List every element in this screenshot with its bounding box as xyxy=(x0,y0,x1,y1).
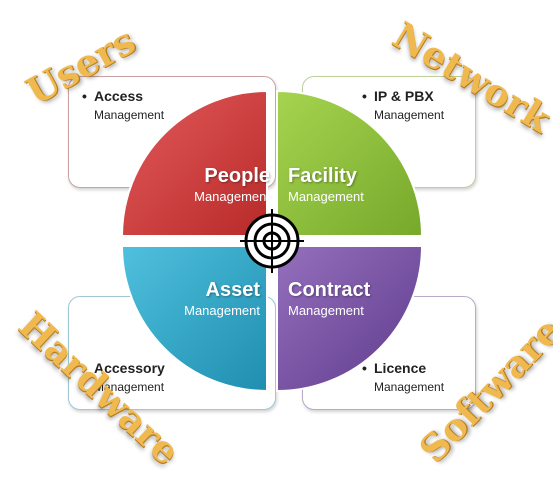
bullet-licence-sub: Management xyxy=(374,380,445,394)
quadrant-people xyxy=(120,89,268,237)
bullet-accessory-title: Accessory xyxy=(94,360,165,376)
bullet-ip-pbx-title: IP & PBX xyxy=(374,88,434,104)
bullet-ip-pbx: • IP & PBX Management xyxy=(362,87,444,125)
contract-label: Contract Management xyxy=(288,278,408,320)
bullet-dot-icon: • xyxy=(82,360,87,376)
people-label: People Management xyxy=(160,164,270,206)
quadrant-facility xyxy=(276,89,424,237)
quadrant-contract xyxy=(276,245,424,393)
contract-title: Contract xyxy=(288,279,371,301)
bullet-access-sub: Management xyxy=(94,108,165,122)
people-title: People xyxy=(204,165,270,187)
asset-label: Asset Management xyxy=(150,278,260,320)
bullet-dot-icon: • xyxy=(362,88,367,104)
contract-subtitle: Management xyxy=(288,303,364,318)
bullet-licence-title: Licence xyxy=(374,360,427,376)
bullet-accessory-sub: Management xyxy=(94,380,165,394)
bullet-accessory: • Accessory Management xyxy=(82,359,165,397)
people-subtitle: Management xyxy=(194,189,270,204)
bullet-ip-pbx-sub: Management xyxy=(374,108,445,122)
bullet-licence: • Licence Management xyxy=(362,359,444,397)
facility-label: Facility Management xyxy=(288,164,398,206)
bullseye-icon xyxy=(240,209,304,273)
bullet-access: • Access Management xyxy=(82,87,164,125)
bullet-dot-icon: • xyxy=(82,88,87,104)
facility-title: Facility xyxy=(288,165,357,187)
bullet-dot-icon: • xyxy=(362,360,367,376)
bullet-access-title: Access xyxy=(94,88,144,104)
asset-title: Asset xyxy=(205,279,260,301)
asset-subtitle: Management xyxy=(184,303,260,318)
quadrant-asset xyxy=(120,245,268,393)
facility-subtitle: Management xyxy=(288,189,364,204)
